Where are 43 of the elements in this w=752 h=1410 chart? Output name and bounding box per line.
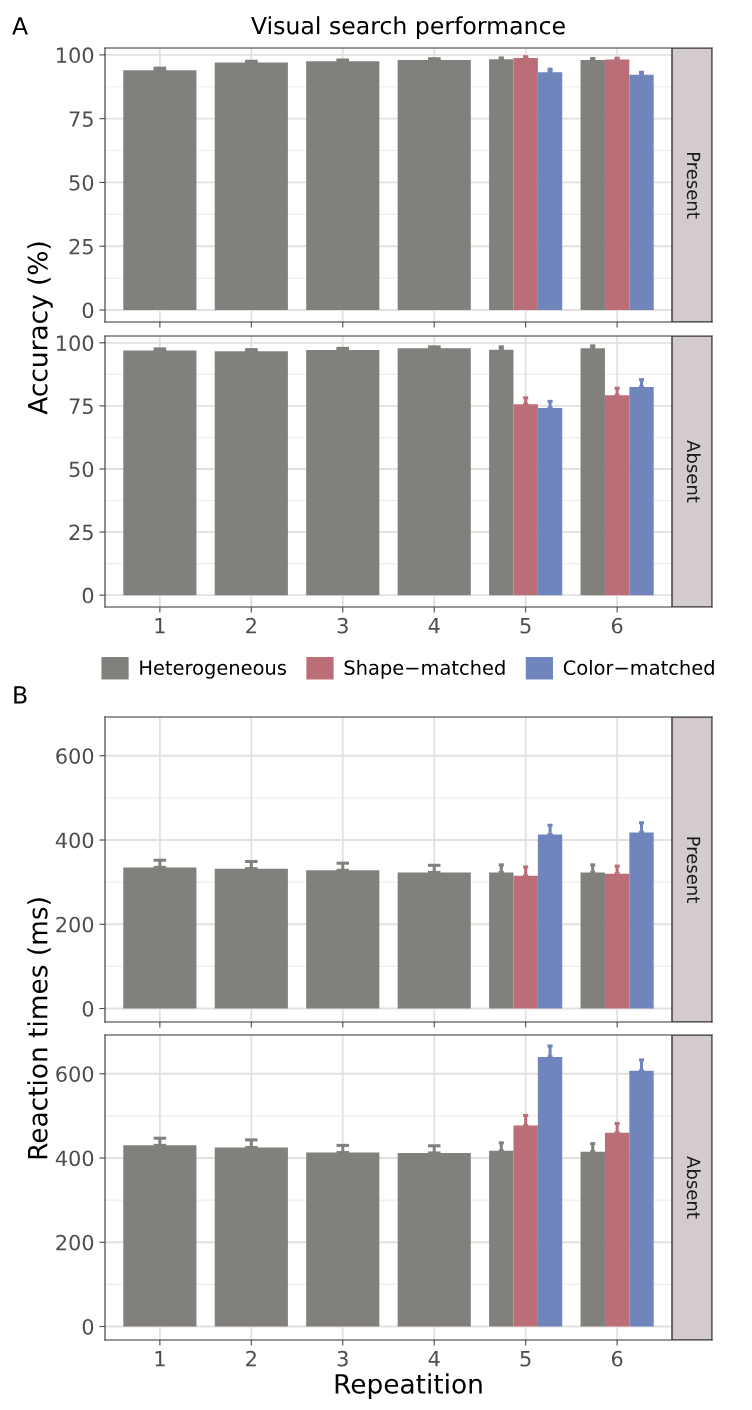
x-tick-label: 6 — [611, 617, 623, 634]
x-axis-title: Repeatition — [335, 1373, 482, 1399]
text: Absent — [686, 440, 701, 503]
y-tick-label: 400 — [55, 832, 94, 849]
y-tick-label: 0 — [82, 302, 94, 319]
x-tick-label: 3 — [337, 617, 348, 634]
x-tick-label: 2 — [246, 617, 256, 634]
y-tick-label: 200 — [56, 1234, 94, 1251]
y-tick-label: 600 — [56, 1066, 94, 1082]
y-axis-title: Reaction times (ms) — [27, 898, 51, 1159]
y-tick-label: 50 — [69, 174, 94, 191]
x-tick-label: 5 — [520, 1351, 531, 1367]
text: Absent — [686, 1156, 701, 1219]
x-tick-label: 1 — [155, 618, 165, 634]
x-tick-label: 2 — [246, 1350, 256, 1367]
text: B — [14, 686, 27, 704]
text: A — [12, 17, 28, 35]
y-tick-label: 50 — [69, 461, 94, 478]
chart-title: Visual search performance — [251, 16, 565, 40]
y-tick-label: 0 — [82, 1318, 94, 1335]
y-tick-label: 100 — [57, 335, 94, 352]
y-tick-label: 0 — [82, 1000, 94, 1017]
y-tick-label: 75 — [69, 398, 93, 415]
y-tick-label: 25 — [69, 238, 93, 255]
y-tick-label: 600 — [56, 748, 94, 764]
y-tick-label: 25 — [69, 524, 93, 541]
y-tick-label: 75 — [69, 111, 93, 127]
y-tick-label: 100 — [57, 47, 94, 64]
x-tick-label: 4 — [428, 1351, 440, 1367]
x-tick-label: 5 — [520, 618, 531, 634]
legend-label: Shape−matched — [344, 659, 505, 679]
y-tick-label: 400 — [55, 1150, 94, 1167]
x-tick-label: 4 — [428, 618, 440, 634]
x-tick-label: 3 — [337, 1350, 348, 1367]
y-tick-label: 200 — [56, 916, 94, 933]
y-axis-title: Accuracy (%) — [27, 242, 53, 415]
legend-label: Color−matched — [563, 659, 714, 675]
legend-label: Heterogeneous — [140, 660, 286, 679]
x-tick-label: 1 — [155, 1351, 165, 1367]
y-tick-label: 0 — [82, 587, 94, 604]
x-tick-label: 6 — [611, 1350, 623, 1367]
text: Present — [686, 837, 701, 903]
text: Present — [686, 152, 701, 219]
